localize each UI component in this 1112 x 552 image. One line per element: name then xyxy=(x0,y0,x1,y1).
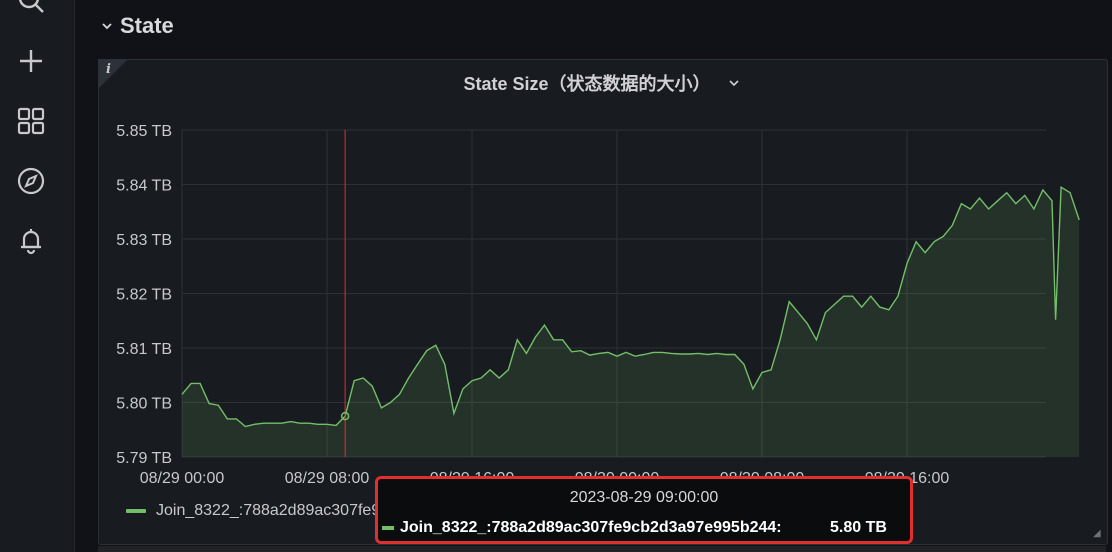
panel-title-bar[interactable]: State Size（状态数据的大小） xyxy=(98,70,1106,96)
row-title: State xyxy=(120,13,174,38)
legend-swatch xyxy=(126,509,146,513)
explore-compass-icon[interactable] xyxy=(16,166,46,196)
next-panel-edge xyxy=(98,546,1106,552)
search-icon[interactable] xyxy=(16,0,46,16)
panel xyxy=(98,59,1108,545)
tooltip-series-name: Join_8322_:788a2d89ac307fe9cb2d3a97e995b… xyxy=(400,519,782,536)
series-line xyxy=(181,185,1080,428)
sidebar xyxy=(0,0,75,552)
chevron-down-icon[interactable] xyxy=(727,76,741,90)
tooltip-value: 5.80 TB xyxy=(830,519,887,536)
tooltip: 2023-08-29 09:00:00 Join_8322_:788a2d89a… xyxy=(375,476,913,544)
y-tick-label: 5.82 TB xyxy=(116,287,172,304)
y-tick-label: 5.85 TB xyxy=(116,123,172,140)
tooltip-swatch xyxy=(382,526,394,530)
alerting-bell-icon[interactable] xyxy=(16,226,46,256)
series-area xyxy=(182,187,1080,457)
y-tick-label: 5.81 TB xyxy=(116,341,172,358)
y-tick-label: 5.79 TB xyxy=(116,450,172,467)
x-tick-label: 08/29 08:00 xyxy=(285,470,370,487)
tooltip-row: Join_8322_:788a2d89ac307fe9cb2d3a97e995b… xyxy=(382,519,887,537)
x-tick-label: 08/29 00:00 xyxy=(140,470,225,487)
chevron-down-icon[interactable] xyxy=(100,19,114,33)
y-tick-label: 5.80 TB xyxy=(116,396,172,413)
y-tick-label: 5.84 TB xyxy=(116,178,172,195)
info-icon[interactable]: i xyxy=(106,62,111,77)
tooltip-time: 2023-08-29 09:00:00 xyxy=(569,489,719,506)
y-tick-label: 5.83 TB xyxy=(116,232,172,249)
resize-handle-icon[interactable]: ◢ xyxy=(1093,528,1101,539)
dashboards-icon[interactable] xyxy=(16,106,46,136)
row-header[interactable]: State xyxy=(100,10,174,42)
panel-title: State Size（状态数据的大小） xyxy=(463,74,711,94)
cursor-point xyxy=(340,411,350,421)
plus-icon[interactable] xyxy=(16,46,46,76)
panel-info-corner[interactable] xyxy=(98,59,128,89)
